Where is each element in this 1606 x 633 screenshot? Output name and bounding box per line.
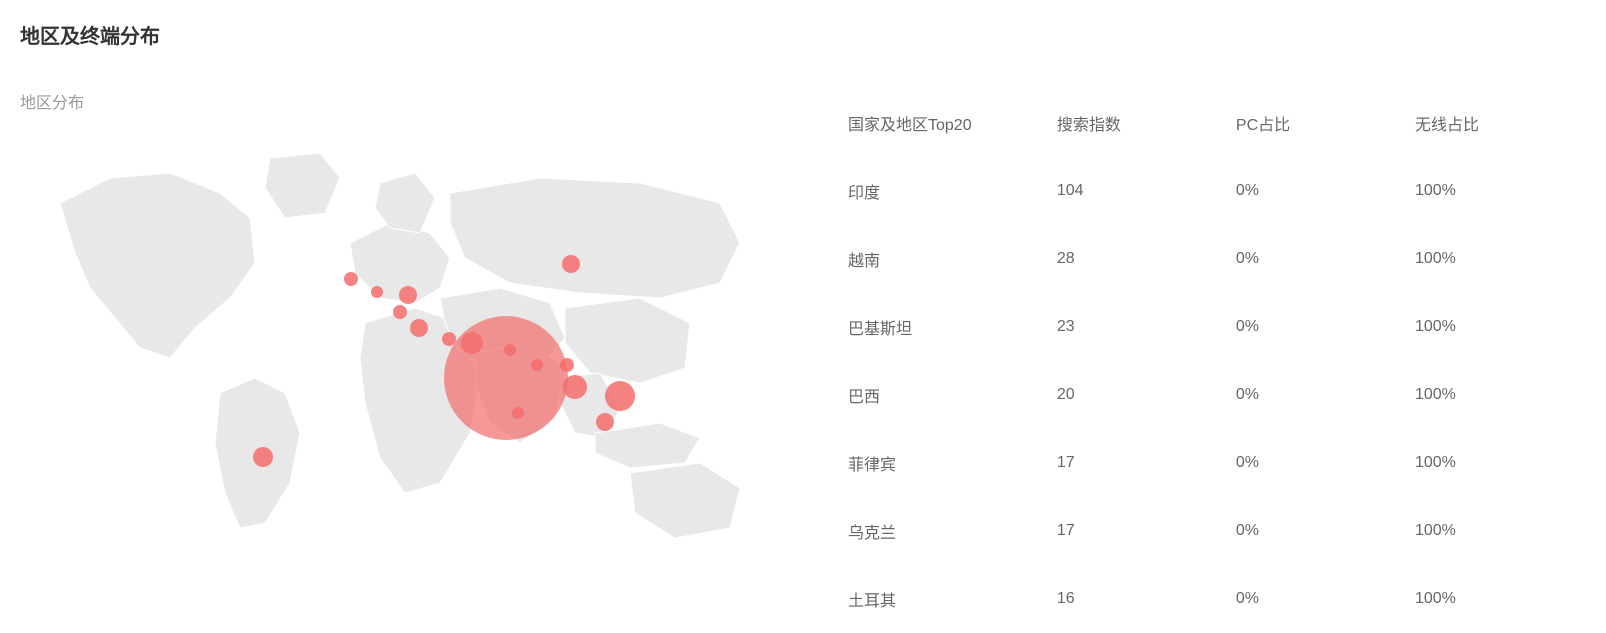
map-panel: 地区分布: [20, 89, 780, 633]
cell-country: 巴西: [840, 361, 1049, 429]
content-row: 地区分布: [20, 89, 1586, 633]
cell-pc: 0%: [1228, 565, 1407, 633]
table-row: 菲律宾170%100%: [840, 429, 1586, 497]
cell-country: 巴基斯坦: [840, 293, 1049, 361]
cell-index: 23: [1049, 293, 1228, 361]
cell-index: 20: [1049, 361, 1228, 429]
world-map-svg: [20, 123, 780, 563]
col-pc: PC占比: [1228, 89, 1407, 157]
table-row: 印度1040%100%: [840, 157, 1586, 225]
cell-index: 104: [1049, 157, 1228, 225]
cell-country: 乌克兰: [840, 497, 1049, 565]
cell-pc: 0%: [1228, 361, 1407, 429]
col-mobile: 无线占比: [1407, 89, 1586, 157]
cell-pc: 0%: [1228, 157, 1407, 225]
cell-pc: 0%: [1228, 497, 1407, 565]
cell-mobile: 100%: [1407, 565, 1586, 633]
cell-mobile: 100%: [1407, 429, 1586, 497]
cell-country: 土耳其: [840, 565, 1049, 633]
cell-index: 28: [1049, 225, 1228, 293]
cell-pc: 0%: [1228, 293, 1407, 361]
cell-mobile: 100%: [1407, 225, 1586, 293]
cell-country: 菲律宾: [840, 429, 1049, 497]
table-panel: 国家及地区Top20 搜索指数 PC占比 无线占比 印度1040%100%越南2…: [840, 89, 1586, 633]
table-row: 土耳其160%100%: [840, 565, 1586, 633]
map-subtitle: 地区分布: [20, 89, 780, 113]
col-country: 国家及地区Top20: [840, 89, 1049, 157]
section-title: 地区及终端分布: [20, 20, 1586, 49]
cell-mobile: 100%: [1407, 157, 1586, 225]
cell-pc: 0%: [1228, 429, 1407, 497]
cell-pc: 0%: [1228, 225, 1407, 293]
cell-country: 印度: [840, 157, 1049, 225]
table-row: 越南280%100%: [840, 225, 1586, 293]
cell-mobile: 100%: [1407, 293, 1586, 361]
cell-country: 越南: [840, 225, 1049, 293]
table-header-row: 国家及地区Top20 搜索指数 PC占比 无线占比: [840, 89, 1586, 157]
cell-mobile: 100%: [1407, 361, 1586, 429]
cell-index: 17: [1049, 497, 1228, 565]
table-row: 乌克兰170%100%: [840, 497, 1586, 565]
cell-index: 16: [1049, 565, 1228, 633]
table-row: 巴基斯坦230%100%: [840, 293, 1586, 361]
region-table: 国家及地区Top20 搜索指数 PC占比 无线占比 印度1040%100%越南2…: [840, 89, 1586, 633]
cell-index: 17: [1049, 429, 1228, 497]
col-index: 搜索指数: [1049, 89, 1228, 157]
world-map: [20, 123, 780, 563]
table-row: 巴西200%100%: [840, 361, 1586, 429]
cell-mobile: 100%: [1407, 497, 1586, 565]
